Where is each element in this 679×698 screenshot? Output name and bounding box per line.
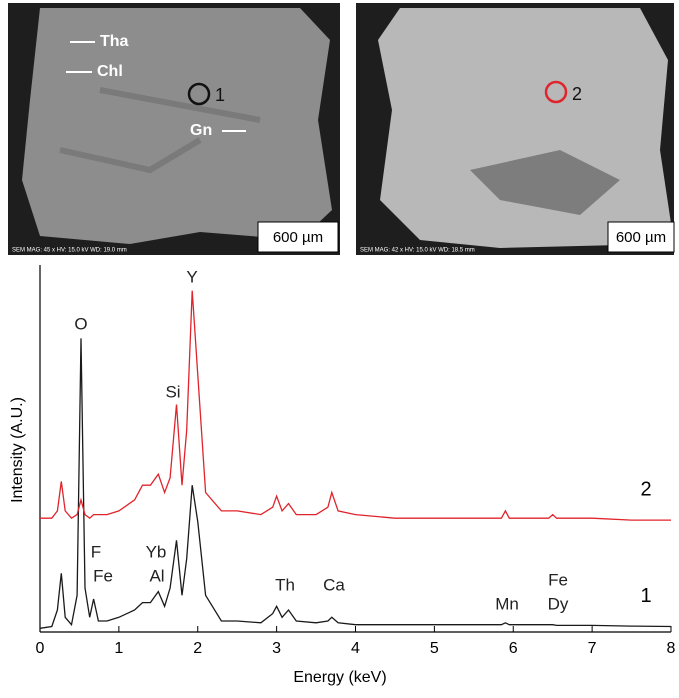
legend-label: 1 [640,585,651,607]
image-label: Tha [100,33,129,50]
peak-label: Fe [548,570,568,589]
image-label: 2 [572,84,582,104]
peak-label: Mn [495,594,519,613]
y-axis-label: Intensity (A.U.) [9,397,26,503]
x-tick-label: 4 [351,640,360,657]
legend-label: 2 [640,478,651,500]
x-tick-label: 5 [430,640,439,657]
peak-label: O [74,314,87,333]
x-tick-label: 1 [114,640,123,657]
x-tick-label: 3 [272,640,281,657]
peak-label: Ca [323,575,345,594]
sample-grain [22,8,332,244]
sem-footer: SEM MAG: 45 x HV: 15.0 kV WD: 19.0 mm [12,248,127,254]
peak-label: F [91,542,101,561]
spectrum-line [40,338,671,628]
peak-label: Th [275,575,295,594]
peak-label: Dy [548,594,569,613]
spectrum-line [40,291,671,520]
x-tick-label: 7 [588,640,597,657]
x-tick-label: 0 [36,640,45,657]
peak-label: Si [165,382,180,401]
scale-bar: 600 µm [616,229,666,246]
figure: Tha Chl 1 Gn 600 µm SEM MAG: 45 x HV: 15… [0,0,679,693]
image-label: Gn [190,122,212,139]
x-axis-label: Energy (keV) [293,669,386,686]
x-tick-label: 6 [509,640,518,657]
image-label: Chl [97,63,123,80]
image-label: 1 [215,85,225,105]
peak-label: Al [149,566,164,585]
sample-grain [378,8,672,248]
peak-label: Y [186,267,197,286]
x-tick-label: 2 [193,640,202,657]
peak-label: Yb [146,542,167,561]
scale-bar: 600 µm [273,229,323,246]
x-tick-label: 8 [667,640,676,657]
sem-footer: SEM MAG: 42 x HV: 15.0 kV WD: 18.5 mm [360,248,475,254]
peak-label: Fe [93,566,113,585]
